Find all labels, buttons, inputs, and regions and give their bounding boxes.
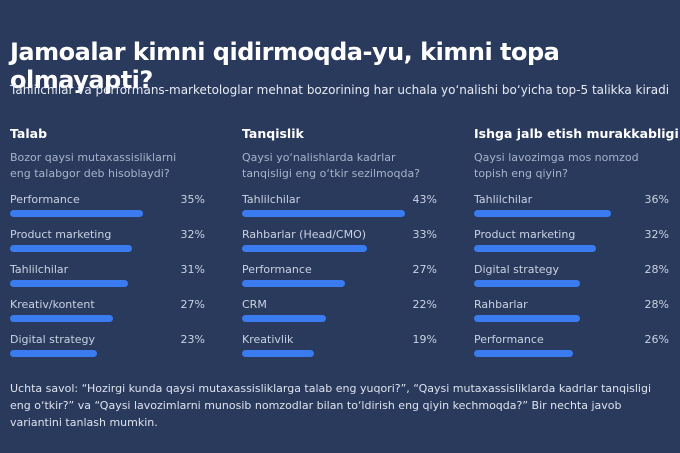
panel-title: Talab: [10, 126, 48, 141]
category-label: Digital strategy: [10, 333, 96, 346]
panel-question: Qaysi yo‘nalishlarda kadrlar tanqisligi …: [242, 151, 421, 180]
bar: [10, 210, 143, 217]
bar: [242, 210, 406, 217]
bar: [474, 350, 573, 357]
value-label: 27%: [412, 263, 437, 276]
value-label: 23%: [180, 333, 205, 346]
bar: [10, 280, 128, 287]
footnote: Uchta savol: “Hozirgi kunda qaysi mutaxa…: [10, 382, 652, 429]
category-label: Rahbarlar: [474, 298, 528, 311]
category-label: Performance: [10, 193, 80, 206]
panel-question: Qaysi lavozimga mos nomzod topish eng qi…: [474, 151, 639, 180]
value-label: 27%: [180, 298, 205, 311]
value-label: 32%: [644, 228, 669, 241]
bar: [10, 315, 113, 322]
bar: [242, 315, 326, 322]
category-label: Digital strategy: [474, 263, 560, 276]
bar: [10, 350, 98, 357]
category-label: Product marketing: [10, 228, 112, 241]
category-label: Product marketing: [474, 228, 576, 241]
value-label: 32%: [180, 228, 205, 241]
category-label: Kreativlik: [242, 333, 294, 346]
bar: [474, 315, 581, 322]
category-label: Performance: [474, 333, 544, 346]
bar: [242, 245, 368, 252]
panel-title: Ishga jalb etish murakkabligi: [474, 126, 679, 141]
value-label: 28%: [644, 263, 669, 276]
value-label: 36%: [644, 193, 669, 206]
panel-question: Bozor qaysi mutaxassisliklarni eng talab…: [10, 151, 177, 180]
value-label: 33%: [412, 228, 437, 241]
category-label: Rahbarlar (Head/CMO): [242, 228, 367, 241]
value-label: 43%: [412, 193, 437, 206]
value-label: 22%: [412, 298, 437, 311]
category-label: Tahlilchilar: [10, 263, 69, 276]
value-label: 35%: [180, 193, 205, 206]
bar: [242, 350, 315, 357]
bar: [474, 210, 611, 217]
category-label: CRM: [242, 298, 267, 311]
category-label: Kreativ/kontent: [10, 298, 95, 311]
category-label: Tahlilchilar: [474, 193, 533, 206]
panel-title: Tanqislik: [242, 126, 304, 141]
category-label: Performance: [242, 263, 312, 276]
bar: [474, 280, 581, 287]
value-label: 28%: [644, 298, 669, 311]
bar: [474, 245, 596, 252]
bar: [242, 280, 345, 287]
subtitle: Tahlilchilar va performans-marketologlar…: [10, 83, 670, 97]
value-label: 19%: [412, 333, 437, 346]
value-label: 31%: [180, 263, 205, 276]
value-label: 26%: [644, 333, 669, 346]
bar: [10, 245, 132, 252]
title: Jamoalar kimni qidirmoqda-yu, kimni topa…: [10, 38, 560, 94]
category-label: Tahlilchilar: [242, 193, 301, 206]
